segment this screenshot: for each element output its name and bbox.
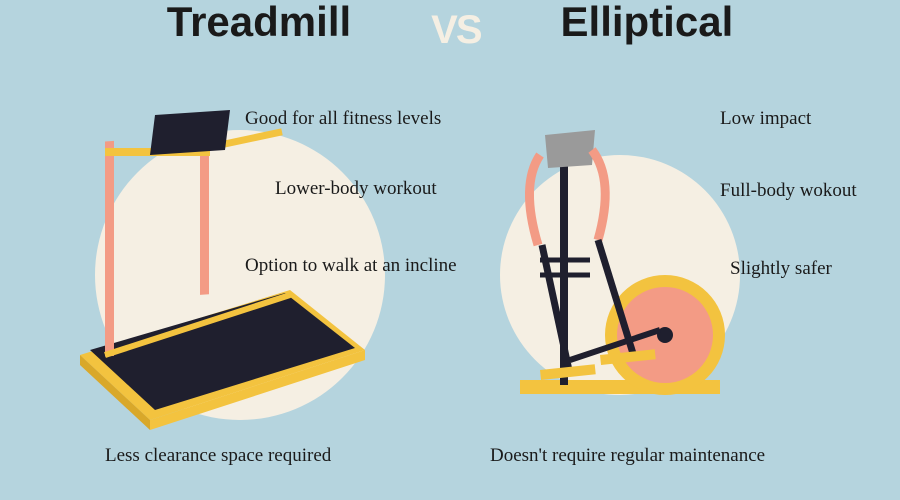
vs-label: VS [431,8,480,53]
elliptical-icon [500,120,760,420]
elliptical-point-3: Slightly safer [730,258,832,280]
treadmill-point-3: Option to walk at an incline [245,255,457,277]
elliptical-point-4: Doesn't require regular maintenance [490,445,765,467]
elliptical-point-1: Low impact [720,108,811,130]
left-title: Treadmill [167,0,351,46]
treadmill-point-4: Less clearance space required [105,445,331,467]
right-title: Elliptical [561,0,734,46]
treadmill-point-2: Lower-body workout [275,178,437,200]
comparison-header: Treadmill VS Elliptical [0,0,900,53]
elliptical-point-2: Full-body wokout [720,180,857,202]
treadmill-point-1: Good for all fitness levels [245,108,441,130]
